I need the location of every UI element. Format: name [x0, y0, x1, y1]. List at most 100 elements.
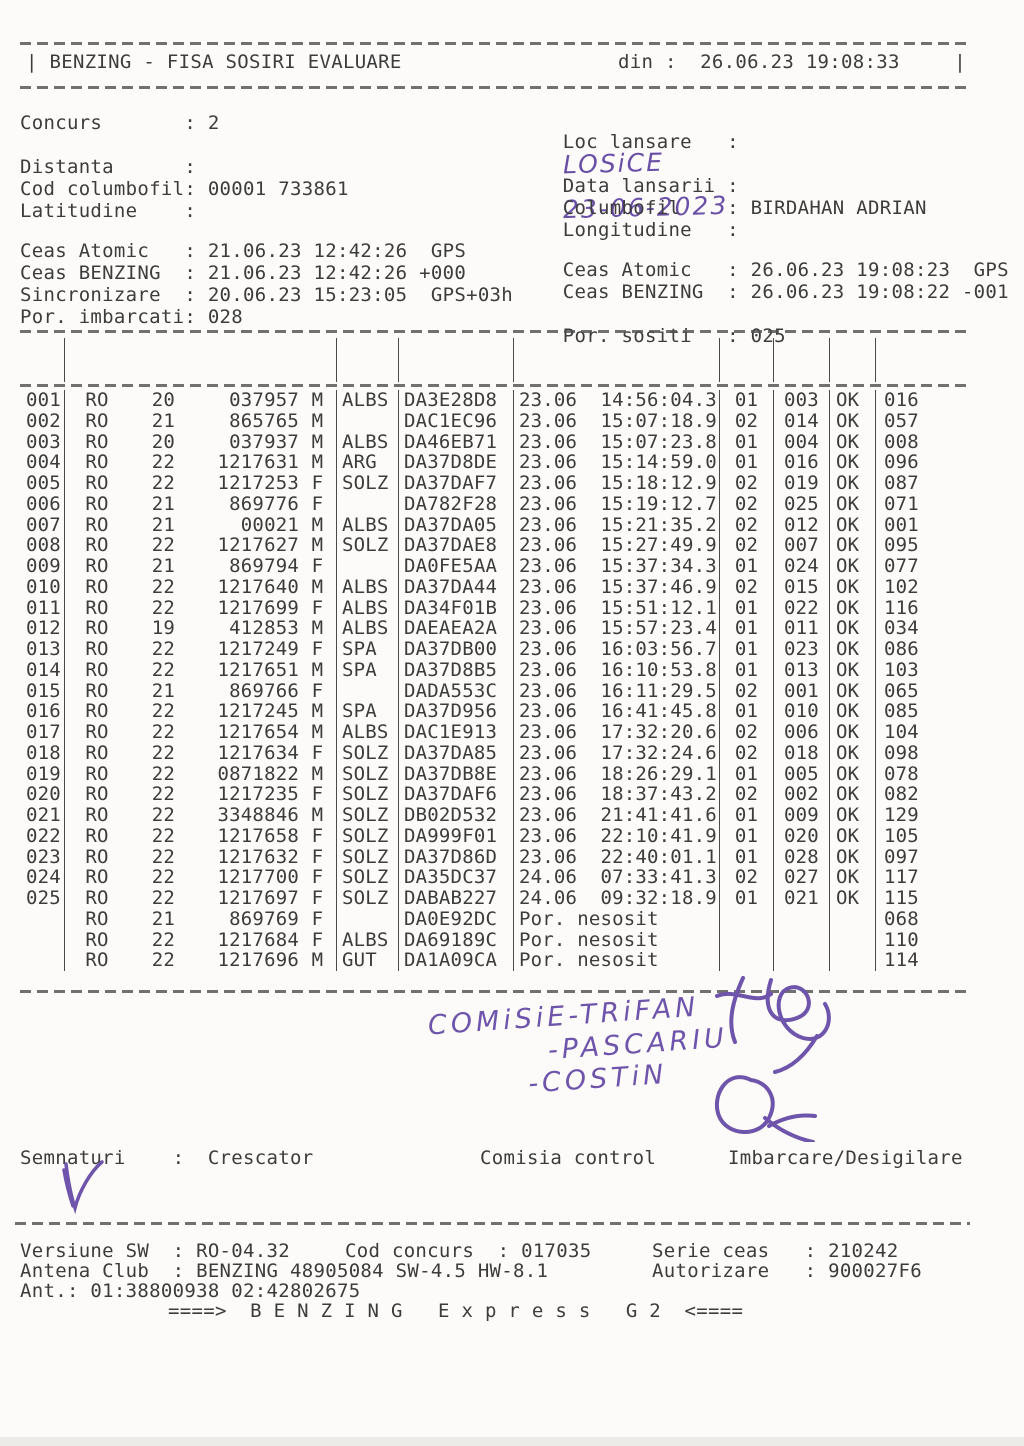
cell-serie-inel: RO 21 869766 F	[65, 680, 337, 702]
cell-sosire: 23.06 15:14:59.0	[514, 452, 720, 473]
ring-country: RO	[85, 514, 109, 536]
cell-nr-crt: 018	[20, 742, 65, 764]
cell-obs: 105	[884, 825, 919, 847]
table-row: RO 22 1217684 F ALBS DA69189C Por. nesos…	[20, 929, 960, 951]
table-row: 022 RO 22 1217658 F SOLZ DA999F01 23.06 …	[20, 825, 960, 847]
ring-number: 1217245	[217, 701, 299, 722]
cell-nr-crt: 021	[20, 805, 65, 826]
cell-nom: 014	[774, 410, 830, 432]
info-right-text: Longitudine :	[562, 219, 739, 241]
cell-obs: 104	[884, 722, 919, 743]
clock-left-text: Ceas BENZING : 21.06.23 12:42:26 +000	[20, 262, 467, 284]
table-row: 014 RO 22 1217651 M SPA DA37D8B5 23.06 1…	[20, 659, 960, 681]
footer-col-b: Cod concurs : 017035	[345, 1240, 592, 1262]
ring-country: RO	[85, 473, 109, 494]
cell-nr-ant	[720, 929, 774, 951]
cell-senzor: DA37DA05	[399, 514, 514, 536]
cell-nr-crt: 005	[20, 473, 65, 494]
cell-culoare: SOLZ	[337, 535, 399, 556]
ring-country: RO	[85, 680, 109, 702]
ring-year: 22	[151, 659, 175, 681]
cell-senzor: DA37D86D	[399, 846, 514, 868]
cell-nom	[774, 929, 830, 951]
ring-year: 22	[151, 950, 175, 971]
cell-nr-crt: 017	[20, 722, 65, 743]
cell-sosire: 24.06 07:33:41.3	[514, 867, 720, 888]
cell-nr-ant: 01	[720, 888, 774, 909]
cell-senzor: DA0FE5AA	[399, 556, 514, 577]
cell-sec-nr: OK	[830, 390, 876, 411]
signature-scribble	[715, 976, 831, 1142]
cell-nr-crt: 025	[20, 888, 65, 909]
cell-sec-nr: OK	[830, 576, 876, 598]
table-row: 019 RO 22 0871822 M SOLZ DA37DB8E 23.06 …	[20, 763, 960, 785]
cell-obs: 103	[884, 659, 919, 681]
table-row: 020 RO 22 1217235 F SOLZ DA37DAF6 23.06 …	[20, 784, 960, 805]
clock-line: Ceas BENZING : 21.06.23 12:42:26 +000 Ce…	[20, 262, 1009, 303]
cell-nr-ant: 01	[720, 805, 774, 826]
cell-nr-ant: 01	[720, 825, 774, 847]
cell-nom: 010	[774, 701, 830, 722]
header-nr-inel-senzor: Nr.inelSenzor	[399, 338, 514, 382]
cell-sosire: 24.06 09:32:18.9	[514, 888, 720, 909]
dashed-separator	[20, 42, 970, 45]
ring-country: RO	[85, 825, 109, 847]
ring-country: RO	[85, 950, 109, 971]
cell-culoare: SOLZ	[337, 473, 399, 494]
ring-year: 22	[151, 473, 175, 494]
cell-serie-inel: RO 22 1217632 F	[65, 846, 337, 868]
info-line: Latitudine : Longitudine :	[20, 201, 1000, 241]
cell-senzor: DA37DB00	[399, 639, 514, 660]
ring-year: 22	[151, 763, 175, 785]
table-row: 004 RO 22 1217631 M ARG DA37D8DE 23.06 1…	[20, 452, 960, 473]
ring-number: 1217696	[217, 950, 299, 971]
cell-sec-nr: OK	[830, 431, 876, 453]
ring-number: 1217684	[217, 929, 299, 951]
dashed-separator	[20, 86, 970, 89]
cell-nr-crt: 023	[20, 846, 65, 868]
ring-number: 869794	[229, 556, 299, 577]
clock-line: Ceas Atomic : 21.06.23 12:42:26 GPS Ceas…	[20, 241, 1009, 281]
ring-year: 22	[151, 867, 175, 888]
info-left-text: Concurs : 2	[20, 112, 220, 134]
clock-info-block: Ceas Atomic : 21.06.23 12:42:26 GPS Ceas…	[20, 241, 1009, 347]
cell-nr-ant: 02	[720, 535, 774, 556]
ring-country: RO	[85, 867, 109, 888]
table-row: 006 RO 21 869776 F DA782F28 23.06 15:19:…	[20, 493, 960, 515]
cell-nr-crt: 006	[20, 493, 65, 515]
footer-col-a: Versiune SW : RO-04.32	[20, 1240, 290, 1262]
cell-culoare: ALBS	[337, 514, 399, 536]
cell-sosire: 23.06 16:10:53.8	[514, 659, 720, 681]
ring-year: 22	[151, 805, 175, 826]
cell-serie-inel: RO 22 1217245 M	[65, 701, 337, 722]
table-row: 018 RO 22 1217634 F SOLZ DA37DA85 23.06 …	[20, 742, 960, 764]
cell-nr-ant	[720, 908, 774, 930]
cell-senzor: DA0E92DC	[399, 908, 514, 930]
ring-number: 037957	[229, 390, 299, 411]
cell-culoare: SOLZ	[337, 867, 399, 888]
cell-culoare: ALBS	[337, 929, 399, 951]
cell-nr-ant: 02	[720, 867, 774, 888]
cell-nom: 019	[774, 473, 830, 494]
cell-nr-ant: 01	[720, 846, 774, 868]
cell-sec-nr: OK	[830, 680, 876, 702]
clock-left-text: Sincronizare : 20.06.23 15:23:05 GPS+03h	[20, 284, 514, 306]
cell-sosire: 23.06 22:10:41.9	[514, 825, 720, 847]
cell-sec-nr: OK	[830, 825, 876, 847]
signatures-row: Semnaturi : Crescator Comisia control Im…	[20, 1148, 1000, 1172]
ring-year: 19	[151, 618, 175, 639]
cell-serie-inel: RO 22 1217654 M	[65, 722, 337, 743]
ring-country: RO	[85, 784, 109, 805]
cell-nr-crt: 001	[20, 390, 65, 411]
info-left-text: Distanta :	[20, 156, 197, 178]
cell-senzor: DADA553C	[399, 680, 514, 702]
cell-nr-crt: 010	[20, 576, 65, 598]
cell-culoare: SOLZ	[337, 742, 399, 764]
ring-number: 3348846	[217, 805, 299, 826]
cell-nr-crt: 011	[20, 597, 65, 619]
ring-country: RO	[85, 908, 109, 930]
cell-sec-nr: OK	[830, 556, 876, 577]
cell-culoare: SOLZ	[337, 825, 399, 847]
ring-sex: F	[311, 867, 324, 888]
